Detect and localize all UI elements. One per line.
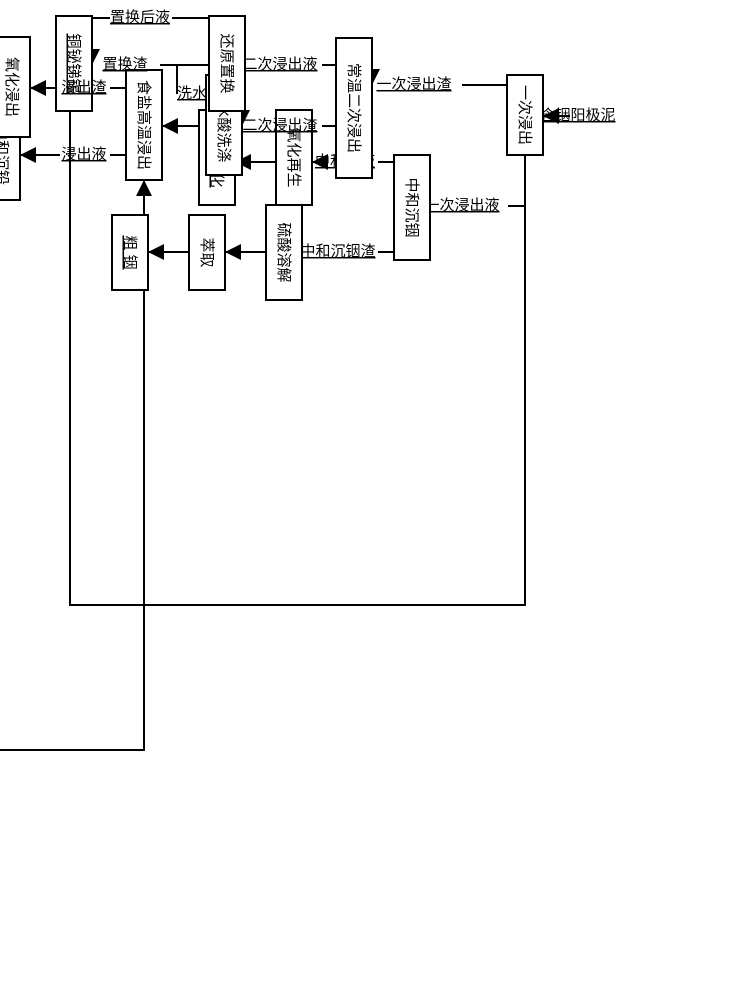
flow-edge xyxy=(322,65,336,108)
label-t_liq1: 一次浸出液 xyxy=(424,197,499,214)
label-t_res1: 一次浸出渣 xyxy=(376,76,451,93)
flow-edge xyxy=(110,125,126,155)
label-h2so4: 硫酸溶解 xyxy=(275,222,292,282)
label-nacl: 食盐高温浸出 xyxy=(135,80,152,170)
flow-edge xyxy=(378,162,394,206)
label-leach2: 常温二次浸出 xyxy=(345,63,362,153)
label-t_res2: 二次浸出渣 xyxy=(242,117,317,134)
label-crude_in: 粗 铟 xyxy=(121,235,138,269)
label-t_inres: 中和沉铟渣 xyxy=(300,243,375,260)
label-oxleach: 氧化浸出 xyxy=(3,57,20,117)
label-leach1: 一次浸出 xyxy=(516,85,533,145)
label-redux: 还原置换 xyxy=(218,33,235,93)
flow-edge xyxy=(110,88,126,125)
label-t_leachate: 浸出液 xyxy=(61,146,106,163)
label-t_washw: 洗水 xyxy=(177,85,207,102)
label-t_repres: 置换渣 xyxy=(102,56,147,73)
label-t_repliq: 置换后液 xyxy=(110,9,170,26)
flow-edge xyxy=(508,155,525,206)
label-in_sludge: 含铟阳极泥 xyxy=(540,107,615,124)
flow-edge xyxy=(322,108,336,126)
label-t_liq2: 二次浸出液 xyxy=(242,56,317,73)
label-t_leachres: 浸出渣 xyxy=(61,79,106,96)
label-neut_in: 中和沉铟 xyxy=(403,177,420,237)
label-ox_regen: 氧化再生 xyxy=(285,127,302,187)
label-extract: 萃取 xyxy=(198,237,215,267)
flow-edge xyxy=(378,206,394,252)
